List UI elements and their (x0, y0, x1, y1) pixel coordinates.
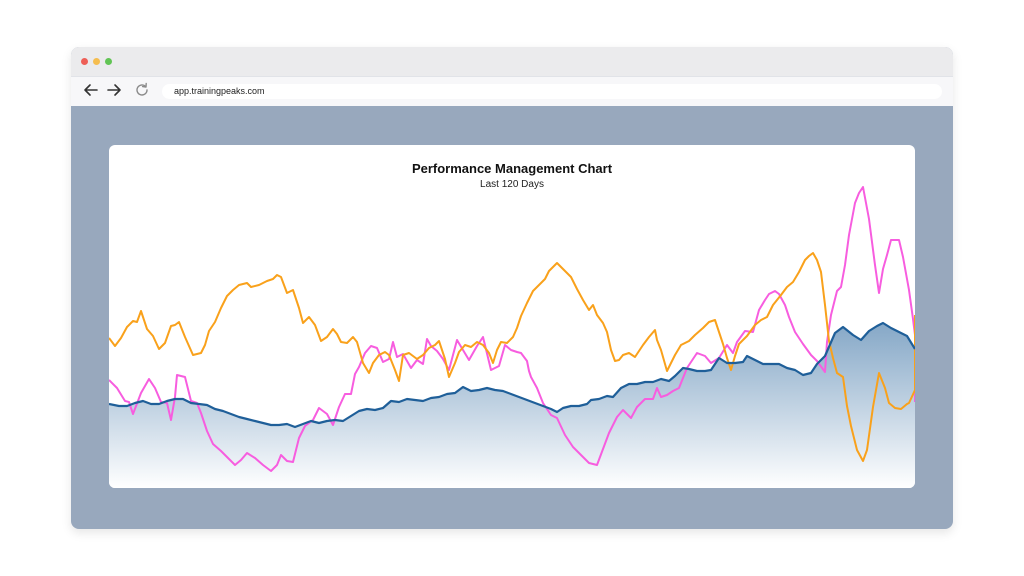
back-arrow-icon[interactable] (82, 81, 100, 99)
close-window-button[interactable] (81, 58, 88, 65)
address-bar[interactable]: app.trainingpeaks.com (162, 84, 942, 99)
fitness-line (109, 321, 915, 429)
maximize-window-button[interactable] (105, 58, 112, 65)
chart-card: Performance Management Chart Last 120 Da… (109, 145, 915, 488)
forward-arrow-icon[interactable] (105, 81, 123, 99)
chart-subtitle: Last 120 Days (480, 179, 544, 190)
form-line (109, 252, 915, 462)
performance-chart-plot (109, 186, 915, 488)
browser-window: app.trainingpeaks.com Performance Manage… (71, 47, 953, 529)
reload-icon[interactable] (133, 81, 151, 99)
fitness-area-fill (109, 323, 915, 488)
chart-title: Performance Management Chart (411, 161, 613, 176)
url-text: app.trainingpeaks.com (174, 86, 265, 96)
browser-toolbar: app.trainingpeaks.com (71, 76, 953, 106)
fatigue-line (109, 186, 915, 472)
title-bar (71, 47, 953, 76)
minimize-window-button[interactable] (93, 58, 100, 65)
